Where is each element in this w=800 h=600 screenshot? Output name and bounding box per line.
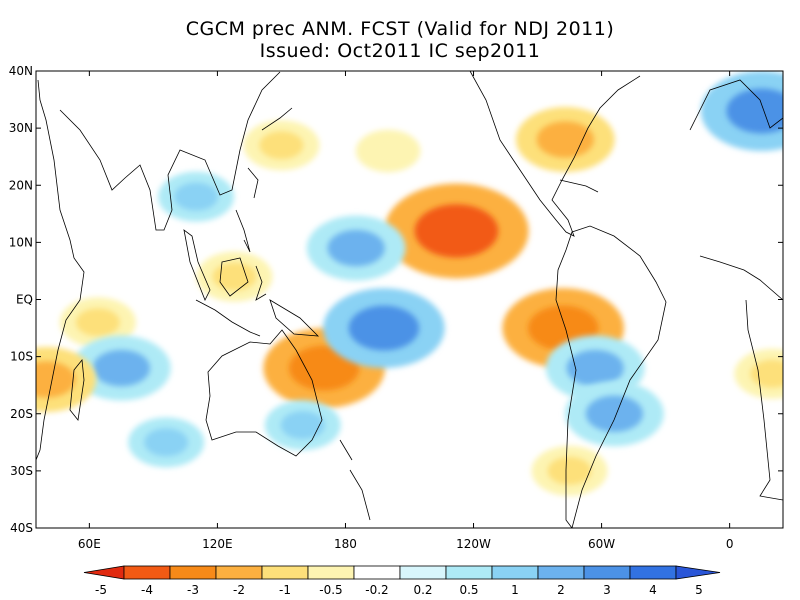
lat-label-10S: 10S xyxy=(10,350,33,364)
coastlines xyxy=(36,71,783,528)
colorbar-segment-11 xyxy=(583,565,631,580)
lon-label-120W: 120W xyxy=(456,537,491,551)
lat-label-30S: 30S xyxy=(10,464,33,478)
chart-title: CGCM prec ANM. FCST (Valid for NDJ 2011) xyxy=(185,18,615,40)
coastline-japan xyxy=(261,107,293,131)
coastline-malay xyxy=(183,229,211,301)
colorbar-label-3: -2 xyxy=(233,583,245,597)
anomaly-core-6 xyxy=(280,411,325,440)
colorbar-label-11: 3 xyxy=(603,583,611,597)
coastline-borneo xyxy=(219,257,249,297)
lat-label-30N: 30N xyxy=(9,121,33,135)
coastline-new-guinea xyxy=(269,299,320,337)
lat-label-20N: 20N xyxy=(9,178,33,192)
coastline-europe xyxy=(689,79,783,131)
colorbar-label-2: -3 xyxy=(187,583,199,597)
coastline-south-america xyxy=(555,225,667,528)
lon-label-120E: 120E xyxy=(202,537,233,551)
colorbar-segment-8 xyxy=(445,565,493,580)
lat-label-20S: 20S xyxy=(10,407,33,421)
coastline-cuba xyxy=(559,179,599,193)
anomaly-core-16 xyxy=(750,359,783,388)
colorbar-segment-7 xyxy=(399,565,447,580)
coastline-taiwan-korea xyxy=(247,167,259,199)
colorbar-segment-5 xyxy=(307,565,355,580)
anomaly-core-2 xyxy=(259,131,304,160)
colorbar-label-5: -0.5 xyxy=(319,583,342,597)
colorbar-label-10: 2 xyxy=(557,583,565,597)
coastline-africa xyxy=(36,71,85,461)
anomaly-core-9 xyxy=(566,349,624,387)
coastline-java xyxy=(195,299,261,337)
lat-label-10N: 10N xyxy=(9,235,33,249)
coastline-australia xyxy=(205,329,323,457)
colorbar-segment-3 xyxy=(215,565,263,580)
anomaly-core-12 xyxy=(92,349,150,387)
colorbar-right-arrow xyxy=(675,565,721,580)
coastline-philippines xyxy=(235,209,251,253)
chart-subtitle: Issued: Oct2011 IC sep2011 xyxy=(259,40,541,62)
lat-label-EQ: EQ xyxy=(16,293,33,307)
anomaly-field xyxy=(36,71,783,496)
anomaly-core-5 xyxy=(327,229,385,267)
coastline-sulawesi xyxy=(255,265,267,301)
anomaly-core-19 xyxy=(144,428,189,457)
lat-label-40N: 40N xyxy=(9,64,33,78)
coastline-madagascar xyxy=(69,358,85,421)
anomaly-core-10 xyxy=(585,395,643,432)
anomaly-core-14 xyxy=(726,88,783,134)
lon-label-60E: 60E xyxy=(78,537,101,551)
lon-label-0: 0 xyxy=(726,537,734,551)
colorbar-segment-4 xyxy=(261,565,309,580)
colorbar-segment-12 xyxy=(629,565,677,580)
colorbar-label-12: 4 xyxy=(649,583,657,597)
anomaly-core-18 xyxy=(174,182,219,211)
coastline-africa-east xyxy=(699,255,783,501)
anomaly-core-1 xyxy=(414,204,499,258)
colorbar-label-7: 0.2 xyxy=(413,583,432,597)
anomaly-core-17 xyxy=(212,262,257,291)
colorbar-segment-9 xyxy=(491,565,539,580)
colorbar-segment-10 xyxy=(537,565,585,580)
colorbar-label-13: 5 xyxy=(695,583,703,597)
coastline-new-zealand xyxy=(339,439,371,521)
colorbar-left-arrow xyxy=(83,565,125,580)
map-axes: 40N 30N 20N 10N EQ 10S 20S 30S 40S 60E 120E 180 120W… xyxy=(9,64,783,551)
colorbar: -5 -4 -3 -2 -1 -0.5 -0.2 0.2 0.5 1 2 3 4 5 xyxy=(83,565,721,597)
colorbar-label-8: 0.5 xyxy=(459,583,478,597)
lat-label-40S: 40S xyxy=(10,521,33,535)
coastline-north-america xyxy=(469,71,641,237)
colorbar-label-6: -0.2 xyxy=(365,583,388,597)
colorbar-segment-6 xyxy=(353,565,401,580)
anomaly-core-7 xyxy=(536,121,594,158)
colorbar-segment-1 xyxy=(123,565,171,580)
anomaly-core-3 xyxy=(369,139,407,163)
anomaly-core-13 xyxy=(36,361,76,398)
colorbar-label-0: -5 xyxy=(95,583,107,597)
anomaly-core-11 xyxy=(75,308,120,337)
anomaly-core-4 xyxy=(348,305,420,351)
colorbar-label-1: -4 xyxy=(141,583,153,597)
lon-label-60W: 60W xyxy=(588,537,615,551)
colorbar-label-4: -1 xyxy=(279,583,291,597)
anomaly-core-15 xyxy=(547,456,592,485)
colorbar-segment-2 xyxy=(169,565,217,580)
coastline-asia xyxy=(59,71,281,231)
lon-label-180: 180 xyxy=(334,537,357,551)
colorbar-label-9: 1 xyxy=(511,583,519,597)
